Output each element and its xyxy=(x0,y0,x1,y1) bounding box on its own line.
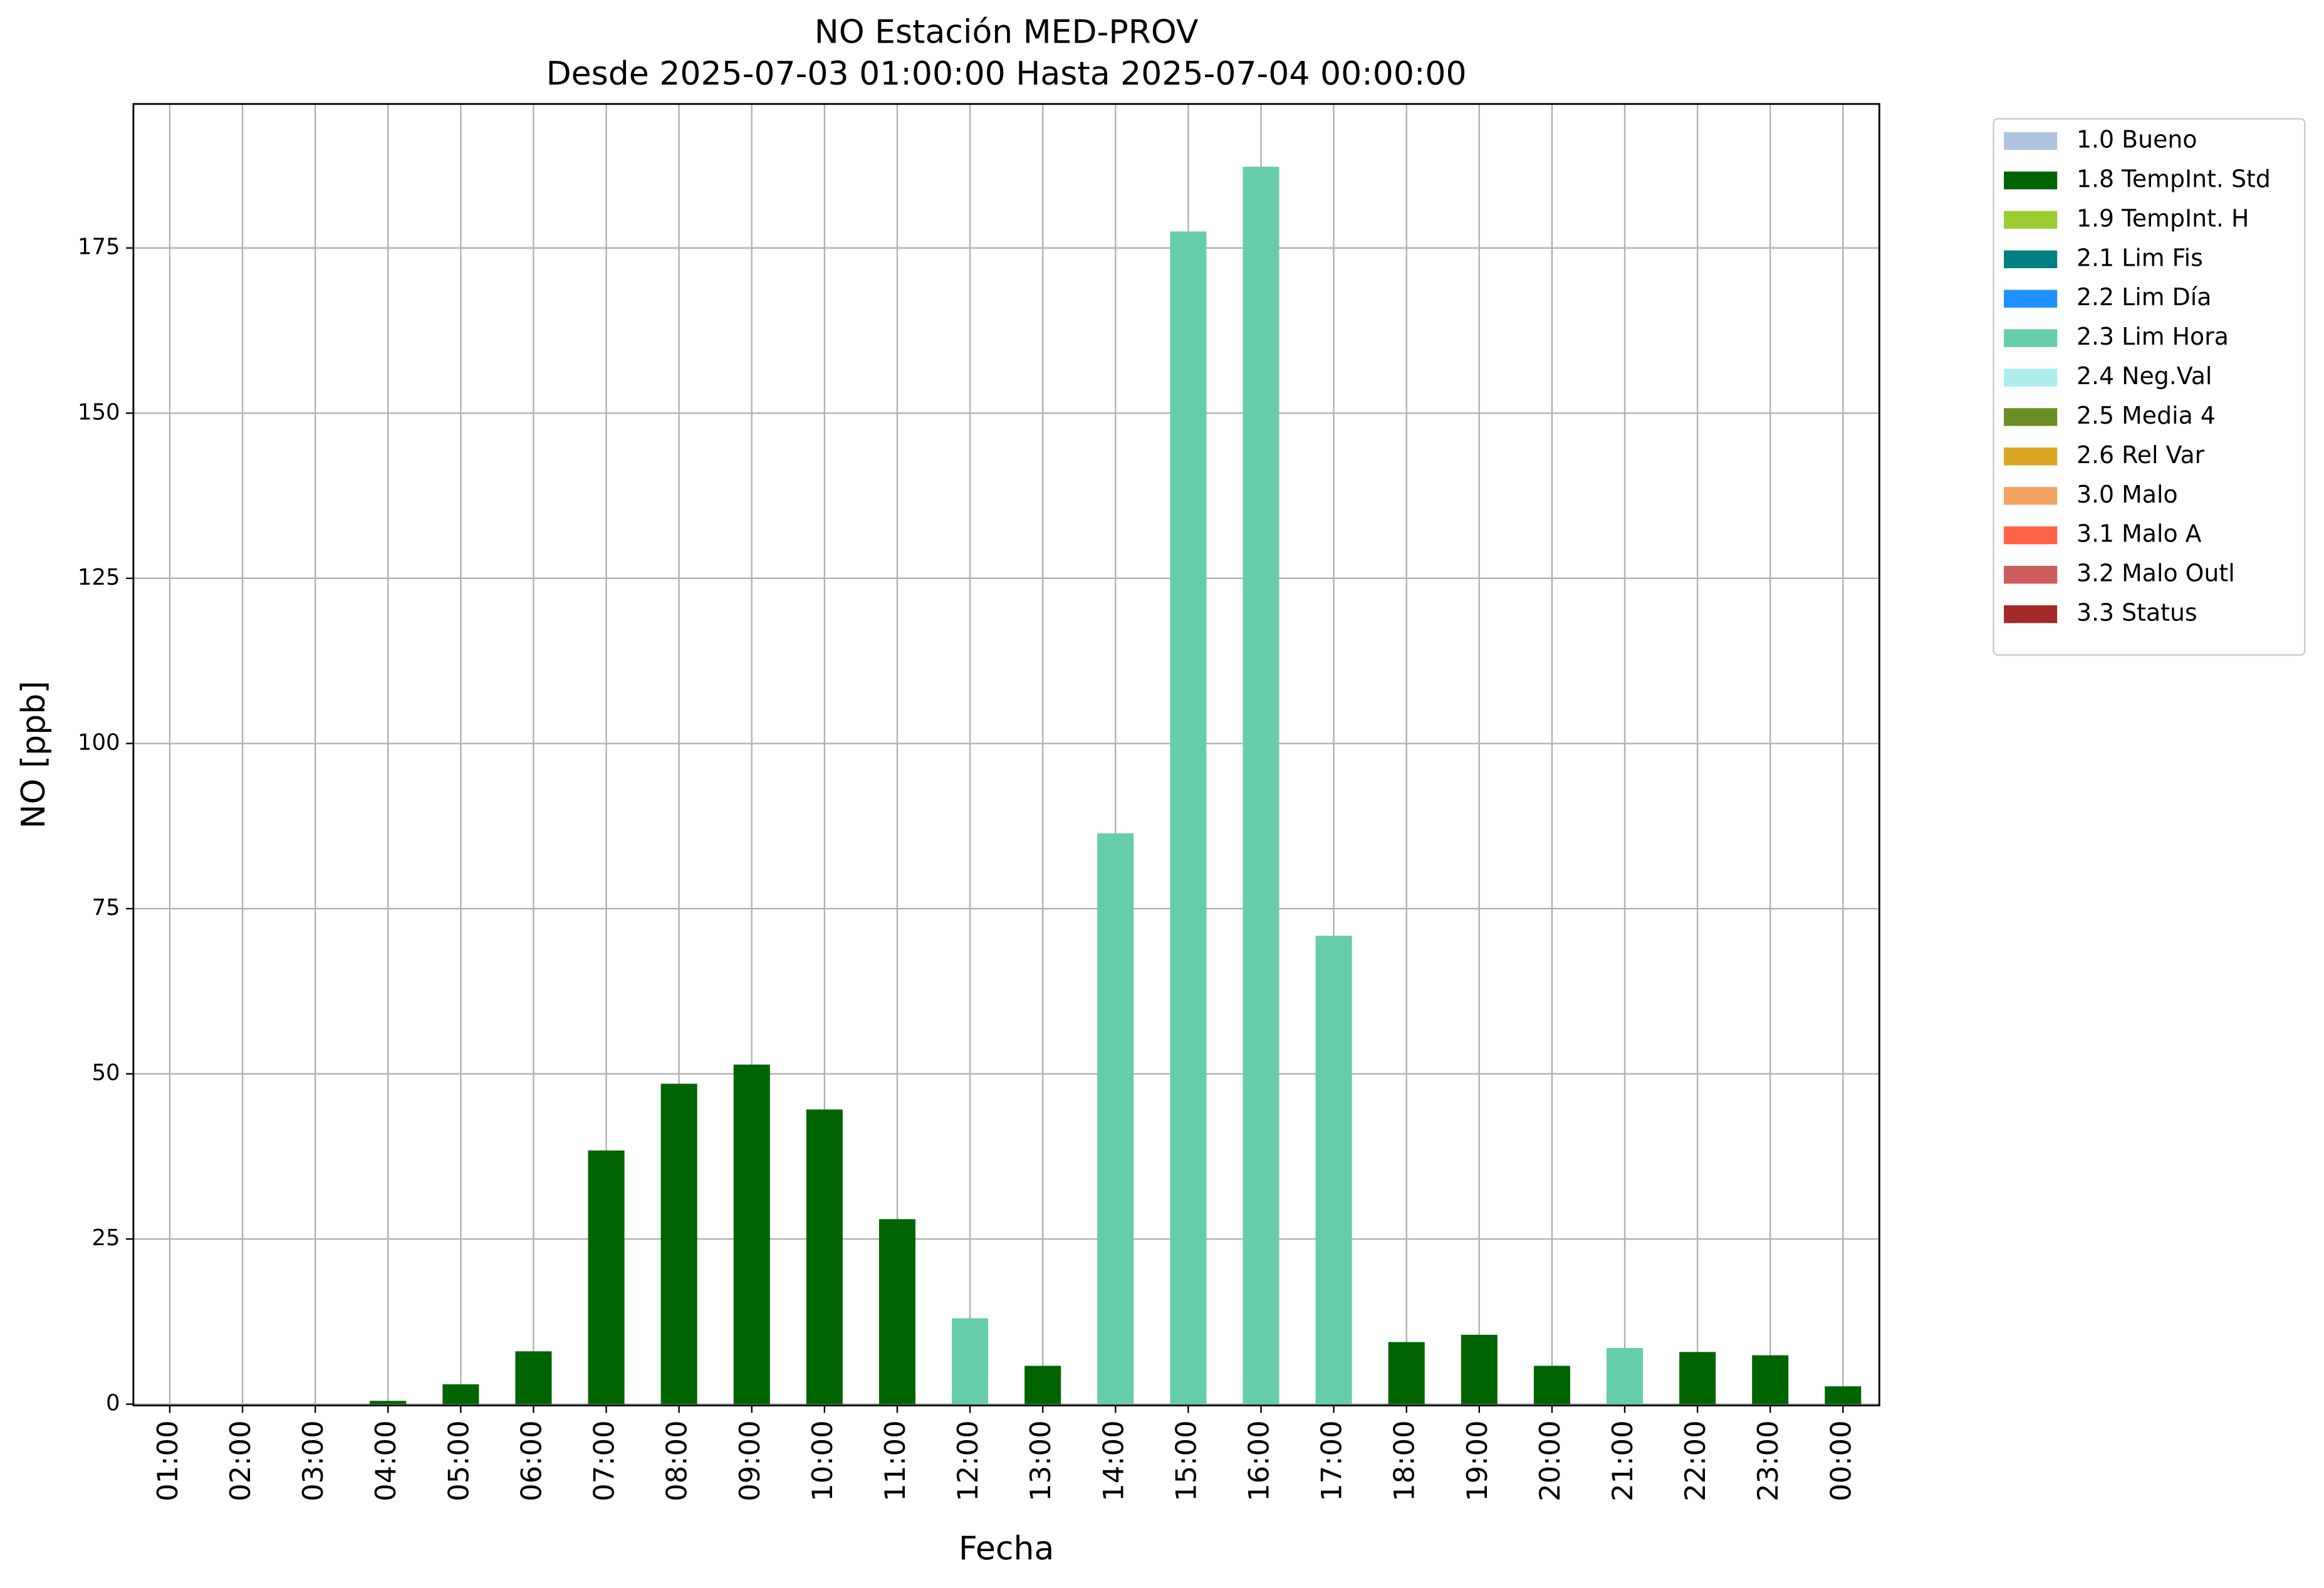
bar xyxy=(660,1084,697,1404)
x-tick-label: 01:00 xyxy=(151,1420,184,1502)
bar xyxy=(442,1384,479,1404)
bar xyxy=(1024,1366,1061,1404)
legend-swatch xyxy=(2004,132,2058,150)
bar xyxy=(878,1219,916,1404)
x-tick-label: 15:00 xyxy=(1169,1420,1202,1502)
legend-label: 2.5 Media 4 xyxy=(2076,402,2216,429)
legend-label: 2.3 Lim Hora xyxy=(2076,323,2229,350)
y-tick-label: 50 xyxy=(91,1060,120,1086)
bar xyxy=(1388,1342,1425,1404)
x-axis-label: Fecha xyxy=(959,1530,1055,1568)
x-tick-label: 21:00 xyxy=(1606,1420,1639,1502)
bar xyxy=(1752,1355,1789,1404)
bar xyxy=(1315,936,1352,1404)
x-tick-label: 16:00 xyxy=(1242,1420,1275,1502)
legend-swatch xyxy=(2004,487,2058,505)
x-tick-label: 14:00 xyxy=(1097,1420,1130,1502)
legend-swatch xyxy=(2004,290,2058,308)
bar xyxy=(1606,1348,1644,1404)
legend-swatch xyxy=(2004,447,2058,466)
bar xyxy=(370,1401,407,1404)
bar xyxy=(588,1150,625,1404)
legend-label: 3.2 Malo Outl xyxy=(2076,560,2235,587)
legend-box xyxy=(1993,118,2306,656)
bar xyxy=(1679,1352,1716,1404)
y-tick-label: 75 xyxy=(91,895,120,921)
legend-swatch xyxy=(2004,368,2058,387)
bar xyxy=(1533,1366,1570,1404)
bar xyxy=(515,1351,552,1404)
x-tick-label: 05:00 xyxy=(442,1420,475,1502)
legend-label: 2.4 Neg.Val xyxy=(2076,362,2212,390)
x-tick-label: 23:00 xyxy=(1751,1420,1785,1502)
y-tick-label: 175 xyxy=(78,234,120,260)
y-tick-label: 150 xyxy=(78,399,120,425)
bar xyxy=(1097,833,1134,1404)
legend-swatch xyxy=(2004,329,2058,347)
legend-label: 2.6 Rel Var xyxy=(2076,441,2205,469)
bar xyxy=(806,1109,843,1404)
legend-label: 3.0 Malo xyxy=(2076,481,2178,508)
legend-label: 2.2 Lim Día xyxy=(2076,283,2211,311)
legend-label: 1.0 Bueno xyxy=(2076,126,2197,154)
legend-swatch xyxy=(2004,526,2058,545)
x-tick-label: 11:00 xyxy=(878,1420,912,1502)
x-tick-label: 13:00 xyxy=(1024,1420,1057,1502)
x-tick-label: 03:00 xyxy=(296,1420,330,1502)
y-tick-label: 100 xyxy=(78,729,120,755)
x-tick-label: 19:00 xyxy=(1461,1420,1494,1502)
bar xyxy=(733,1064,770,1404)
legend-label: 3.1 Malo A xyxy=(2076,520,2202,548)
x-tick-label: 12:00 xyxy=(951,1420,984,1502)
legend-swatch xyxy=(2004,605,2058,624)
y-tick-label: 25 xyxy=(91,1225,120,1251)
x-tick-label: 10:00 xyxy=(806,1420,839,1502)
x-tick-label: 18:00 xyxy=(1388,1420,1421,1502)
y-tick-label: 0 xyxy=(106,1391,120,1416)
chart-title: NO Estación MED-PROV xyxy=(815,14,1199,51)
y-axis-label: NO [ppb] xyxy=(15,681,53,828)
legend-swatch xyxy=(2004,171,2058,190)
x-tick-label: 08:00 xyxy=(660,1420,694,1502)
x-tick-label: 09:00 xyxy=(733,1420,766,1502)
legend-label: 1.9 TempInt. H xyxy=(2076,204,2249,232)
legend-label: 1.8 TempInt. Std xyxy=(2076,165,2271,192)
legend-swatch xyxy=(2004,211,2058,229)
legend-swatch xyxy=(2004,408,2058,426)
x-tick-label: 22:00 xyxy=(1679,1420,1712,1502)
bar xyxy=(1243,167,1279,1404)
bar xyxy=(1825,1386,1862,1404)
x-tick-label: 00:00 xyxy=(1824,1420,1857,1502)
bar xyxy=(1170,231,1207,1404)
legend-swatch xyxy=(2004,565,2058,584)
legend-swatch xyxy=(2004,250,2058,268)
x-tick-label: 17:00 xyxy=(1315,1420,1348,1502)
y-tick-label: 125 xyxy=(78,565,120,590)
x-tick-label: 04:00 xyxy=(369,1420,402,1502)
x-tick-label: 02:00 xyxy=(224,1420,257,1502)
plot-frame xyxy=(132,103,1880,1407)
bar xyxy=(1461,1334,1498,1404)
legend-label: 3.3 Status xyxy=(2076,599,2197,627)
bar xyxy=(952,1318,989,1404)
x-tick-label: 07:00 xyxy=(588,1420,621,1502)
x-tick-label: 20:00 xyxy=(1533,1420,1566,1502)
chart-subtitle: Desde 2025-07-03 01:00:00 Hasta 2025-07-… xyxy=(546,55,1467,93)
legend-label: 2.1 Lim Fis xyxy=(2076,244,2203,271)
x-tick-label: 06:00 xyxy=(514,1420,548,1502)
